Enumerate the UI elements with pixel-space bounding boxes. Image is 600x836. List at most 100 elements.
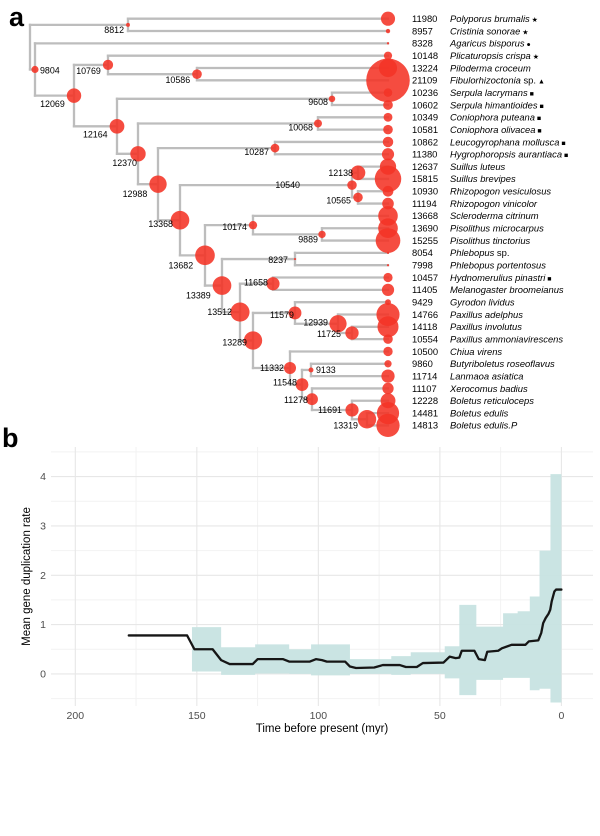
node-value-label: 10565 xyxy=(326,195,351,205)
tip-name: Agaricus bisporus ● xyxy=(449,38,531,49)
tip-number: 9860 xyxy=(412,358,433,369)
tip-number: 15255 xyxy=(412,235,438,246)
tip-count-circle xyxy=(383,112,393,122)
node-count-circle xyxy=(270,143,280,153)
tip-name: Serpula lacrymans ■ xyxy=(450,87,534,98)
tip-name: Serpula himantioides ■ xyxy=(450,99,544,110)
tip-name: Chiua virens xyxy=(450,346,502,357)
rate-line xyxy=(127,588,563,670)
tip-count-circle xyxy=(380,11,396,26)
node-value-label: 10068 xyxy=(288,122,313,132)
node-count-circle xyxy=(308,367,314,373)
node-value-label: 12069 xyxy=(40,99,65,109)
tip-marker-icon: ■ xyxy=(538,103,544,110)
tip-count-circle xyxy=(383,88,393,97)
tip-number: 13668 xyxy=(412,210,438,221)
tip-name: Gyrodon lividus xyxy=(450,296,515,307)
y-axis-title: Mean gene duplication rate xyxy=(21,507,33,646)
tip-name: Suillus luteus xyxy=(450,161,506,172)
node-value-label: 11278 xyxy=(284,395,308,405)
tip-name: Piloderma croceum xyxy=(450,62,531,73)
tip-number: 10148 xyxy=(412,50,438,61)
tip-name-roman-suffix: sp. xyxy=(521,75,536,86)
tip-number: 10581 xyxy=(412,124,438,135)
tip-count-circle xyxy=(386,251,390,254)
tip-name: Boletus reticuloceps xyxy=(450,395,534,406)
panel-b-label: b xyxy=(2,423,19,453)
tip-count-circle xyxy=(383,100,393,110)
node-count-circle xyxy=(102,59,114,71)
tree-node-circles xyxy=(31,11,410,438)
tip-name: Hygrophoropsis aurantiaca ■ xyxy=(450,149,568,160)
tip-name: Coniophora puteana ■ xyxy=(450,112,541,123)
tip-number: 11107 xyxy=(412,383,437,394)
tip-count-circle xyxy=(378,58,398,78)
tip-count-circle xyxy=(382,382,394,395)
gene-duplication-rate-chart: 200 150 100 50 0 0 1 2 3 4 Time before present (my… xyxy=(21,447,593,735)
y-axis-tick-label: 4 xyxy=(40,471,46,483)
node-count-circle xyxy=(212,276,232,295)
node-value-label: 8237 xyxy=(268,255,288,265)
tip-name: Hydnomerulius pinastri ■ xyxy=(450,272,552,283)
node-count-circle xyxy=(266,277,280,291)
node-count-circle xyxy=(295,378,309,391)
tip-number: 10602 xyxy=(412,99,438,110)
y-axis-tick-label: 3 xyxy=(40,520,46,532)
tip-name: Suillus brevipes xyxy=(450,173,516,184)
node-value-label: 11658 xyxy=(244,278,268,288)
tip-count-circle xyxy=(379,158,397,175)
node-count-circle xyxy=(293,257,297,261)
node-value-label: 9133 xyxy=(316,365,336,375)
node-value-label: 12164 xyxy=(83,130,108,140)
tip-marker-icon: ■ xyxy=(528,91,534,98)
tip-name: Plicaturopsis crispa ★ xyxy=(450,50,539,61)
node-count-circle xyxy=(126,22,130,27)
tip-name: Melanogaster broomeianus xyxy=(450,284,564,295)
tip-marker-icon: ■ xyxy=(535,116,541,123)
tip-count-circle xyxy=(366,58,410,103)
tip-count-circle xyxy=(381,283,395,296)
tip-marker-icon: ■ xyxy=(535,128,541,135)
tip-name: Rhizopogon vesiculosus xyxy=(450,186,551,197)
tip-name: Lanmaoa asiatica xyxy=(450,370,524,381)
node-value-label: 13682 xyxy=(169,260,194,270)
x-axis-tick-label: 50 xyxy=(434,710,446,722)
tip-number: 8328 xyxy=(412,38,433,49)
node-count-circle xyxy=(318,230,326,239)
tip-number: 8054 xyxy=(412,247,433,258)
tip-number: 10457 xyxy=(412,272,438,283)
node-count-circle xyxy=(283,362,297,375)
node-value-label: 11725 xyxy=(317,329,341,339)
tip-name: Scleroderma citrinum xyxy=(450,210,539,221)
tip-count-circle xyxy=(383,334,393,344)
node-count-circle xyxy=(328,95,336,103)
tip-name: Polyporus brumalis ★ xyxy=(450,13,538,24)
node-value-label: 13389 xyxy=(186,291,211,301)
node-count-circle xyxy=(149,175,167,193)
tip-number: 8957 xyxy=(412,25,433,36)
node-count-circle xyxy=(195,245,215,266)
tip-count-circle xyxy=(382,136,394,148)
tip-marker-icon: ● xyxy=(525,42,531,49)
tip-count-circle xyxy=(382,185,394,197)
tip-count-circle xyxy=(386,264,390,267)
tip-name: Phlebopus sp. xyxy=(450,247,509,258)
tip-number: 10862 xyxy=(412,136,438,147)
tip-number: 9429 xyxy=(412,296,433,307)
tip-marker-icon: ■ xyxy=(559,140,565,147)
tip-number: 10554 xyxy=(412,333,438,344)
tip-number: 11194 xyxy=(412,198,437,209)
tip-number: 15815 xyxy=(412,173,438,184)
tip-count-circle xyxy=(376,402,400,425)
node-count-circle xyxy=(66,88,82,103)
tip-marker-icon: ★ xyxy=(531,53,539,61)
tip-name-roman-suffix: sp. xyxy=(494,247,509,258)
tip-name: Cristinia sonorae ★ xyxy=(450,25,529,36)
node-value-label: 12138 xyxy=(328,168,353,178)
axis-tick-labels: 200 150 100 50 0 0 1 2 3 4 xyxy=(40,471,564,722)
tip-number: 11405 xyxy=(412,284,437,295)
node-value-label: 13512 xyxy=(207,307,232,317)
y-axis-tick-label: 0 xyxy=(40,668,46,680)
tip-count-circle xyxy=(386,42,390,45)
